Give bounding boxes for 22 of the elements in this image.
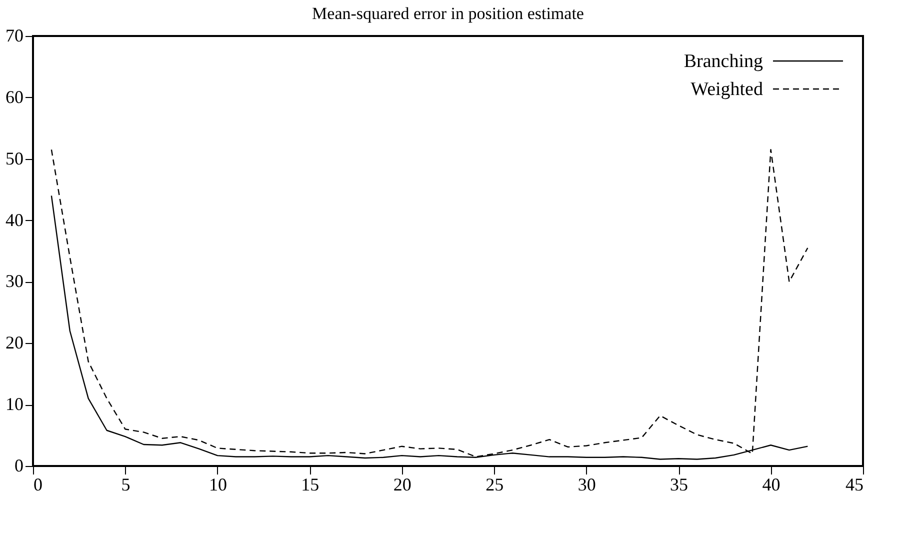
y-tick-label: 0 (14, 456, 24, 476)
x-tick-label: 10 (208, 474, 227, 494)
y-tick-label: 30 (6, 271, 24, 292)
y-tick-label: 10 (6, 394, 24, 414)
legend-label: Weighted (690, 79, 764, 100)
y-tick-label: 60 (6, 86, 24, 107)
x-tick-label: 40 (762, 474, 780, 494)
x-tick-label: 25 (486, 474, 504, 494)
x-tick-label: 35 (670, 474, 688, 494)
x-tick-label: 15 (301, 474, 320, 494)
x-tick-label: 0 (34, 474, 42, 494)
x-tick-label: 30 (578, 474, 596, 494)
x-tick-label: 5 (121, 474, 130, 494)
line-series (50, 149, 808, 458)
y-tick-label: 50 (6, 148, 24, 168)
chart-title: Mean-squared error in position estimate (312, 4, 584, 23)
y-tick-label: 20 (6, 332, 24, 353)
y-tick-label: 40 (6, 210, 24, 230)
legend-label: Branching (684, 51, 764, 72)
y-tick-label: 70 (6, 26, 24, 46)
x-tick-label: 45 (846, 474, 864, 494)
x-tick-label: 20 (393, 474, 412, 494)
